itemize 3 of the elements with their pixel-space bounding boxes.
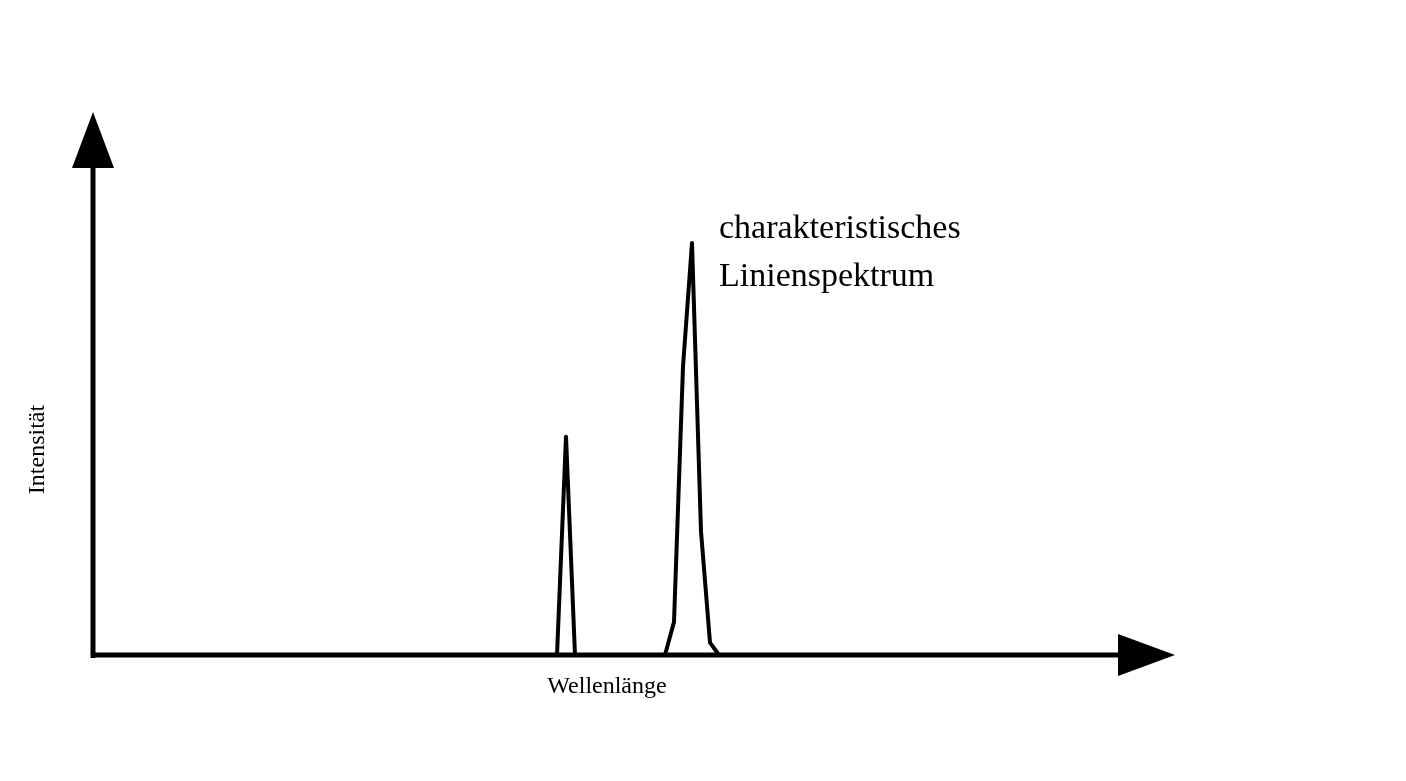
- x-axis-title: Wellenlänge: [547, 671, 667, 698]
- annotation: charakteristisches Linienspektrum: [719, 208, 961, 293]
- y-axis-title: Intensität: [22, 404, 49, 495]
